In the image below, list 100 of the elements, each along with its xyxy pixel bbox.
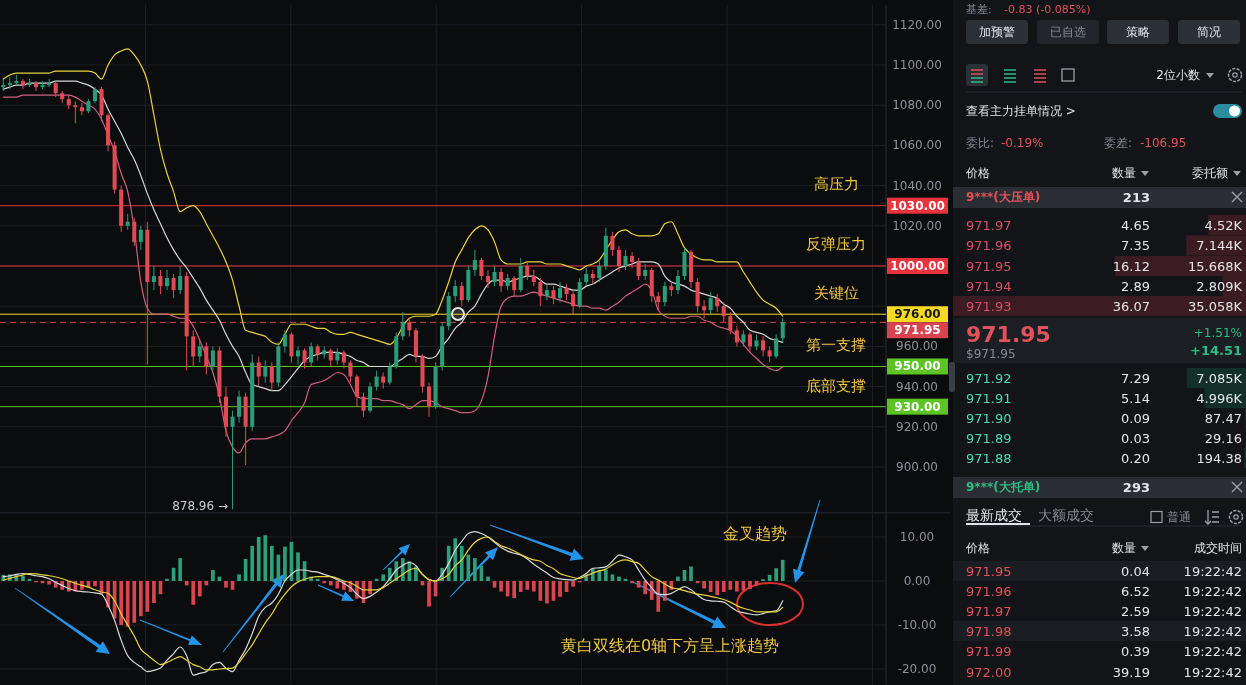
bar [184, 581, 189, 586]
candlestick [512, 275, 517, 297]
y-tick-label: 1020.00 [892, 218, 942, 233]
line-series [2, 80, 784, 392]
y-tick-label: 920.00 [896, 419, 938, 434]
bar [93, 581, 97, 587]
candlestick [165, 269, 170, 291]
bar [486, 576, 490, 581]
bar [459, 545, 464, 581]
candlestick [571, 289, 576, 315]
bar [630, 581, 634, 584]
text: 213 [1122, 189, 1150, 205]
bar [643, 581, 648, 595]
text: 基差: [966, 2, 992, 16]
candlestick [269, 361, 274, 392]
bar [558, 581, 562, 597]
y-tick-label: 971.94 [966, 278, 1012, 294]
data-label: 2.59 [1121, 603, 1150, 619]
bar [571, 581, 575, 587]
candlestick [354, 374, 360, 408]
candlestick [302, 347, 307, 369]
candlestick [178, 265, 183, 295]
candlestick [702, 299, 707, 319]
annotation: 15.668K [1187, 258, 1243, 274]
candlestick [263, 359, 268, 384]
text: -0.83 (-0.085%) [1004, 2, 1091, 16]
text: 查看主力挂单情况 > [966, 104, 1076, 118]
candlestick [734, 325, 739, 347]
candlestick [544, 283, 549, 301]
text: 委托额 [1192, 166, 1228, 180]
candlestick [479, 257, 484, 281]
bar [466, 554, 471, 581]
line-series [2, 48, 784, 345]
bar [780, 559, 785, 581]
data-label: 0.04 [1121, 563, 1150, 579]
bar [204, 581, 209, 586]
candlestick [289, 331, 294, 363]
text: 大额成交 [1038, 507, 1094, 523]
text: -0.19% [1001, 136, 1044, 150]
bar [165, 578, 169, 581]
y-tick-label: 971.90 [966, 410, 1012, 426]
bar [617, 576, 621, 581]
bar [676, 576, 680, 581]
text: 9***(大压单) [966, 190, 1041, 204]
bar [197, 581, 202, 597]
data-label: 0.09 [1121, 410, 1150, 426]
bar [381, 574, 386, 581]
bar [211, 570, 215, 581]
y-tick-label: 971.88 [966, 450, 1012, 466]
annotation: 878.96 → [172, 499, 228, 513]
ref-line-label: 1000.00 [890, 258, 945, 273]
bar [715, 581, 720, 596]
data-label: 5.14 [1121, 390, 1150, 406]
candlestick [525, 261, 530, 281]
bar [473, 558, 477, 581]
text: 19:22:42 [1183, 563, 1242, 579]
text: 普通 [1167, 510, 1191, 524]
bar [191, 581, 196, 605]
bar [132, 581, 137, 623]
candlestick [616, 245, 622, 273]
candlestick [761, 335, 766, 357]
data-label: 0.03 [1121, 430, 1150, 446]
text: 策略 [1126, 25, 1150, 39]
candlestick [636, 257, 641, 281]
text: 简况 [1197, 25, 1221, 39]
data-label: 16.12 [1112, 258, 1150, 274]
candlestick [708, 291, 713, 315]
y-tick-label: 971.93 [966, 298, 1012, 314]
text: 关键位 [813, 284, 859, 302]
bar [119, 581, 124, 625]
candlestick [780, 317, 785, 343]
bar [328, 581, 333, 586]
bar [545, 581, 549, 604]
candlestick [328, 347, 333, 367]
y-tick-label: 0.00 [903, 574, 931, 588]
candlestick [597, 259, 602, 283]
y-tick-label: 1040.00 [892, 178, 942, 193]
candlestick [499, 267, 504, 293]
annotation: 29.16 [1204, 430, 1242, 446]
annotation: +14.51 [1189, 342, 1242, 358]
ref-line-label: 950.00 [894, 359, 941, 374]
candlestick [774, 333, 779, 359]
ref-line-label: 976.00 [894, 307, 941, 322]
y-tick-label: 972.00 [966, 664, 1012, 680]
candlestick [171, 273, 176, 299]
candlestick [33, 80, 39, 92]
data-label: 0.39 [1121, 643, 1150, 659]
bar [335, 581, 340, 589]
candlestick [132, 217, 137, 247]
text: 成交时间 [1194, 541, 1242, 555]
y-tick-label: 971.96 [966, 583, 1012, 599]
candlestick [73, 100, 78, 124]
bar [21, 575, 25, 581]
text: 委差: [1104, 136, 1133, 150]
bar [178, 558, 182, 581]
annotation: 金叉趋势 [723, 523, 787, 543]
data-label: 0.20 [1121, 450, 1150, 466]
text: 高压力 [813, 175, 859, 193]
candlestick [230, 410, 235, 510]
bar [499, 581, 503, 592]
